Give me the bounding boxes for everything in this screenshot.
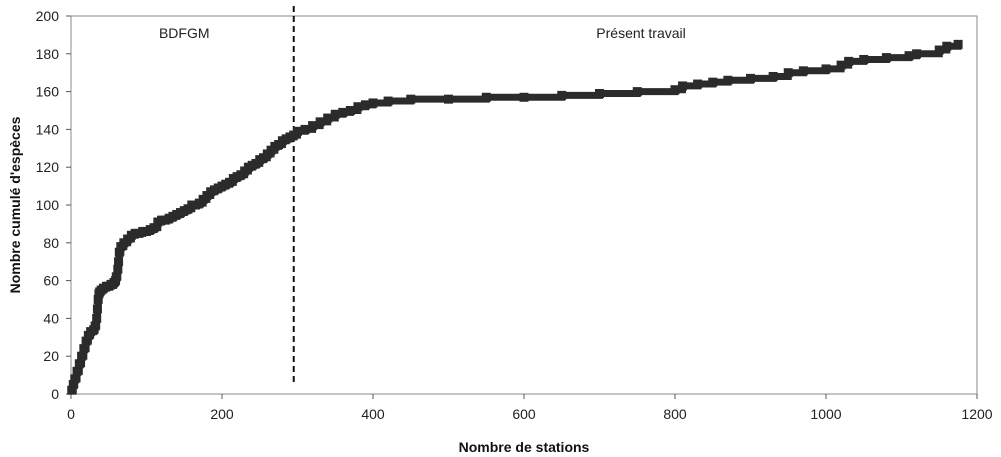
data-point: [111, 272, 121, 282]
y-tick-label: 120: [36, 159, 60, 175]
data-point: [308, 121, 318, 131]
y-tick-label: 60: [43, 273, 59, 289]
data-point: [406, 94, 416, 104]
x-tick-label: 600: [512, 406, 536, 422]
data-point: [821, 64, 831, 74]
data-point: [338, 107, 348, 117]
data-point: [368, 98, 378, 108]
x-tick-label: 1000: [810, 406, 841, 422]
data-point: [90, 321, 100, 331]
data-point: [68, 380, 78, 390]
data-point: [79, 344, 89, 354]
data-point: [708, 77, 718, 87]
y-tick-label: 180: [36, 46, 60, 62]
data-point: [113, 264, 123, 274]
data-point: [315, 117, 325, 127]
y-tick-label: 20: [43, 348, 59, 364]
data-point: [912, 49, 922, 59]
y-tick-label: 160: [36, 84, 60, 100]
data-point: [768, 71, 778, 81]
data-point: [353, 102, 363, 112]
data-point: [444, 94, 453, 104]
data-point: [149, 223, 159, 233]
region-label-present-work: Présent travail: [596, 25, 685, 41]
data-point: [330, 109, 340, 119]
data-point: [798, 66, 808, 76]
data-point: [92, 304, 102, 314]
y-tick-label: 80: [43, 235, 59, 251]
data-point: [481, 92, 491, 102]
region-label-bdfgm: BDFGM: [159, 25, 210, 41]
data-point: [953, 39, 963, 49]
data-point: [114, 247, 124, 257]
data-point: [77, 351, 87, 361]
data-point: [934, 45, 944, 55]
data-point: [70, 374, 80, 384]
y-tick-label: 140: [36, 121, 60, 137]
x-tick-label: 0: [67, 406, 75, 422]
data-point: [678, 81, 688, 91]
x-tick-label: 1200: [961, 406, 992, 422]
x-tick-label: 400: [361, 406, 385, 422]
y-axis-title: Nombre cumulé d'espèces: [7, 116, 23, 293]
data-point: [942, 41, 952, 51]
data-point: [557, 90, 567, 100]
y-tick-label: 40: [43, 310, 59, 326]
data-point: [595, 88, 604, 98]
data-point: [783, 68, 793, 78]
data-point: [632, 87, 642, 97]
data-point: [723, 75, 733, 85]
data-point: [746, 73, 755, 83]
y-tick-label: 200: [36, 8, 60, 24]
x-axis-title: Nombre de stations: [459, 439, 590, 455]
data-point: [92, 313, 102, 323]
data-point: [72, 366, 82, 376]
data-point: [293, 126, 302, 136]
data-point: [383, 96, 393, 106]
data-point: [74, 359, 84, 369]
data-point: [904, 51, 914, 61]
data-point: [345, 106, 355, 115]
data-point: [360, 100, 370, 110]
data-point: [67, 385, 77, 395]
data-point: [859, 54, 869, 64]
y-tick-label: 0: [51, 386, 59, 402]
data-point: [323, 113, 333, 123]
data-point: [93, 295, 103, 304]
data-point: [844, 56, 854, 66]
data-point: [114, 257, 124, 267]
data-point: [519, 92, 529, 102]
x-tick-label: 800: [663, 406, 687, 422]
data-point: [836, 60, 846, 70]
data-point: [81, 336, 91, 346]
y-tick-label: 100: [36, 197, 60, 213]
plot-frame: [70, 15, 978, 395]
data-point: [300, 124, 310, 134]
data-point: [670, 85, 680, 95]
data-point: [693, 79, 703, 89]
x-tick-label: 200: [210, 406, 234, 422]
series-line: [69, 42, 962, 394]
data-point: [881, 53, 891, 63]
